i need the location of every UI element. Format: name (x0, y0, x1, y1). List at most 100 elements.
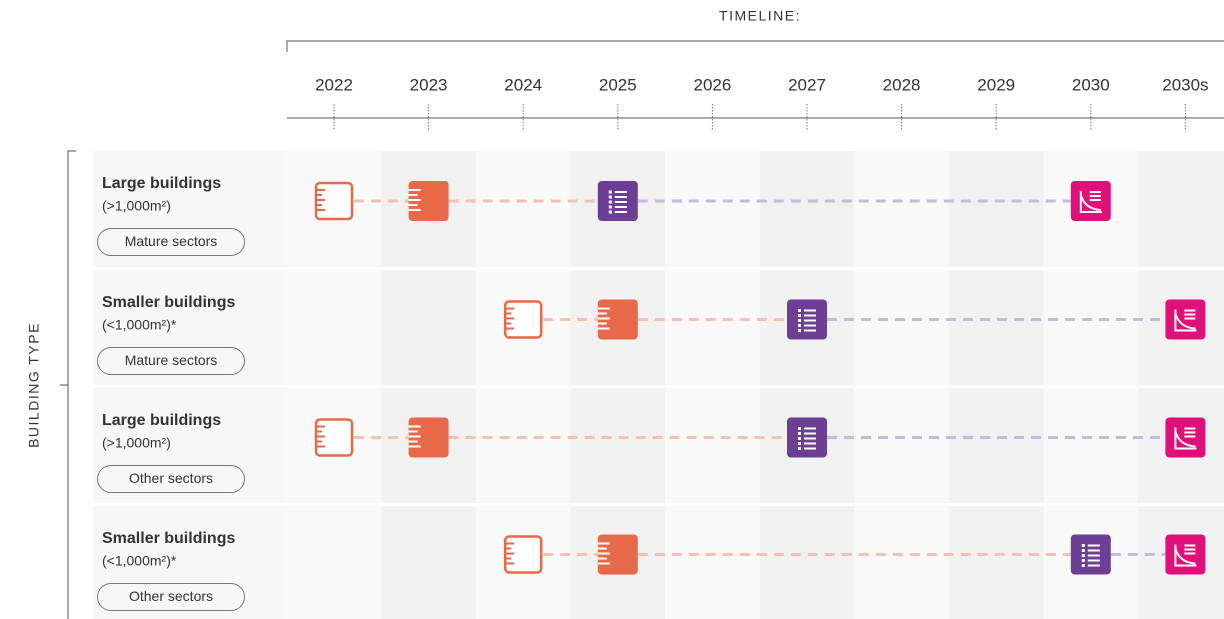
outline-icon (503, 535, 543, 574)
outline-icon (314, 181, 354, 221)
year-cell (759, 506, 855, 619)
chart-icon (1165, 299, 1206, 340)
list-icon (787, 299, 827, 340)
icon-curve (1079, 191, 1102, 213)
row-bracket (60, 150, 76, 619)
year-label: 2030s (1162, 75, 1208, 94)
row-subtitle: (<1,000m²)* (102, 553, 177, 569)
year-label: 2029 (977, 75, 1015, 94)
icon-curve (1174, 309, 1197, 332)
building-type-label: BUILDING TYPE (26, 322, 42, 448)
icon-curve (1174, 427, 1197, 450)
filled-icon (408, 181, 449, 221)
row-title: Large buildings (102, 412, 221, 429)
icon-bullet (1081, 544, 1085, 547)
chart-icon (1070, 181, 1111, 221)
tag-label: Mature sectors (125, 352, 218, 368)
year-label: 2023 (410, 75, 448, 94)
row-title: Large buildings (102, 175, 221, 192)
icon-bullet (798, 319, 801, 322)
year-cell (381, 506, 476, 619)
year-cell (475, 388, 571, 503)
year-label: 2026 (693, 75, 731, 94)
icon-bullet (798, 437, 801, 440)
year-cell (948, 270, 1044, 385)
year-cell (1138, 151, 1224, 267)
backgrounds (93, 151, 1224, 619)
year-cell (759, 151, 855, 267)
year-cell (948, 506, 1044, 619)
year-cell (854, 506, 949, 619)
row-subtitle: (>1,000m²) (102, 435, 171, 451)
label-cell (93, 506, 287, 619)
row-title: Smaller buildings (102, 294, 235, 311)
year-label: 2030 (1072, 75, 1110, 94)
chart-icon (1165, 417, 1206, 458)
icon-bullet (798, 427, 801, 430)
tag-label: Other sectors (129, 588, 213, 604)
icon-bullet (798, 324, 801, 327)
year-label: 2022 (315, 75, 353, 94)
year-label: 2028 (883, 75, 921, 94)
filled-icon (597, 534, 638, 575)
outline-icon (503, 300, 543, 339)
filled-icon (408, 417, 449, 458)
label-cell (93, 151, 287, 267)
row-title: Smaller buildings (102, 530, 235, 547)
tag-pill (97, 583, 245, 611)
icon-bullet (798, 329, 801, 332)
icon-curve (1174, 544, 1197, 567)
chart-icon (1165, 534, 1206, 575)
year-cell (665, 388, 760, 503)
year-cell (286, 270, 382, 385)
year-cell (854, 270, 949, 385)
icon-bullet (608, 205, 612, 209)
outline-icon (314, 418, 354, 457)
year-label: 2025 (599, 75, 637, 94)
year-cell (475, 151, 571, 267)
year-cell (286, 506, 382, 619)
year-cell (854, 388, 949, 503)
icon-bullet (1081, 549, 1085, 552)
year-cell (948, 388, 1044, 503)
icon-bullet (798, 309, 801, 312)
list-icon (597, 181, 638, 221)
year-label: 2024 (504, 75, 542, 94)
year-cell (570, 388, 666, 503)
icon-bullet (608, 200, 612, 204)
filled-icon (597, 299, 638, 340)
year-cell (948, 151, 1044, 267)
year-cell (1043, 270, 1139, 385)
icon-bullet (608, 210, 612, 214)
icon-bullet (798, 447, 801, 450)
icon-bullet (1081, 559, 1085, 562)
timeline-bracket (286, 40, 1224, 52)
label-cell (93, 270, 287, 385)
tag-label: Mature sectors (125, 233, 218, 249)
row-subtitle: (<1,000m²)* (102, 317, 177, 333)
year-label: 2027 (788, 75, 826, 94)
icon-bullet (798, 442, 801, 445)
list-icon (787, 417, 827, 458)
year-cell (665, 270, 760, 385)
year-cell (854, 151, 949, 267)
label-cell (93, 388, 287, 503)
timeline-title: TIMELINE: (719, 8, 801, 24)
tag-pill (97, 228, 245, 256)
year-cell (665, 506, 760, 619)
tag-pill (97, 347, 245, 375)
tag-pill (97, 465, 245, 493)
icon-bullet (608, 195, 612, 199)
icon-bullet (1081, 564, 1085, 567)
tag-label: Other sectors (129, 470, 213, 486)
icon-bullet (1081, 554, 1085, 557)
year-cell (381, 270, 476, 385)
row-subtitle: (>1,000m²) (102, 198, 171, 214)
icon-bullet (798, 432, 801, 435)
icon-bullet (798, 314, 801, 317)
year-cell (1043, 388, 1139, 503)
list-icon (1070, 534, 1111, 575)
year-cell (665, 151, 760, 267)
icon-bullet (608, 190, 612, 194)
